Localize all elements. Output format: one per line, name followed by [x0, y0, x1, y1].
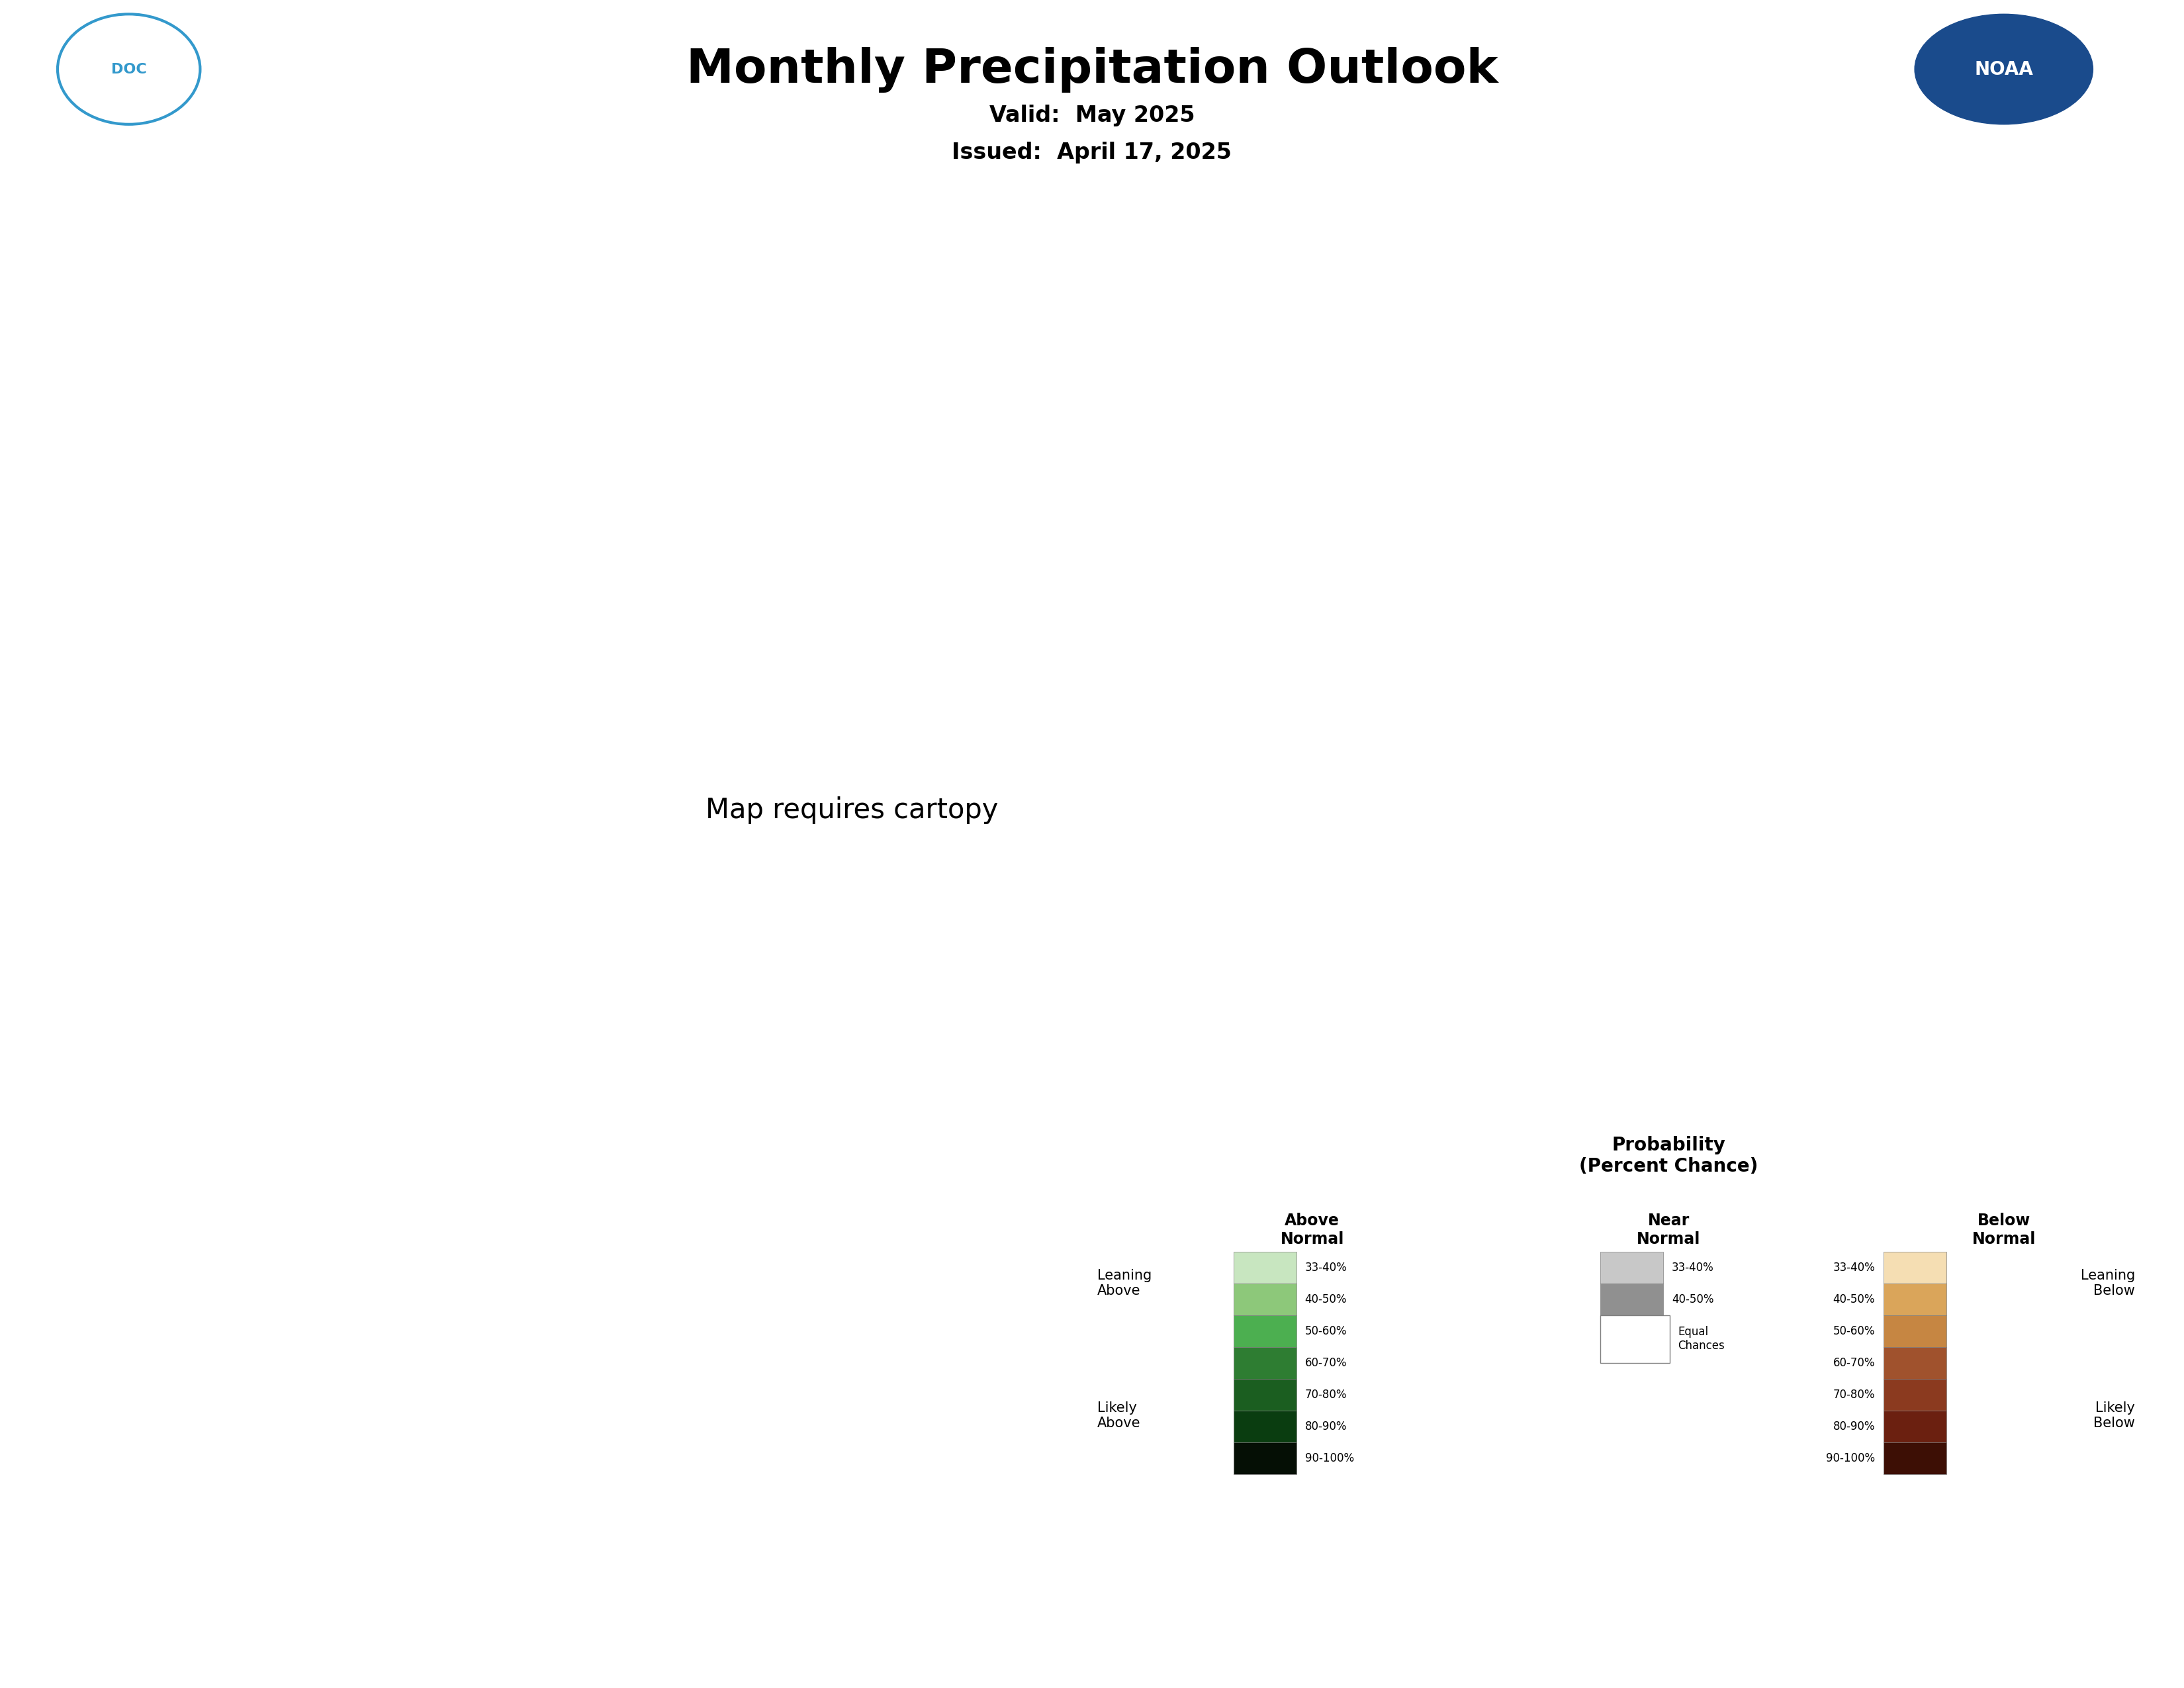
Bar	[1883, 1251, 1946, 1283]
Text: Above
Normal: Above Normal	[1280, 1214, 1343, 1247]
Bar	[1234, 1411, 1297, 1443]
Bar	[1234, 1283, 1297, 1315]
Bar	[1234, 1251, 1297, 1283]
Text: Leaning
Above: Leaning Above	[1096, 1269, 1151, 1298]
Text: NOAA: NOAA	[1974, 61, 2033, 78]
Bar	[1883, 1315, 1946, 1347]
Text: 90-100%: 90-100%	[1304, 1452, 1354, 1465]
Text: 33-40%: 33-40%	[1304, 1261, 1348, 1273]
Text: Near
Normal: Near Normal	[1636, 1214, 1701, 1247]
Text: 40-50%: 40-50%	[1671, 1293, 1714, 1305]
Text: 50-60%: 50-60%	[1832, 1325, 1876, 1337]
Bar	[1601, 1315, 1669, 1362]
Text: Valid:  May 2025: Valid: May 2025	[989, 105, 1195, 127]
Text: Probability
(Percent Chance): Probability (Percent Chance)	[1579, 1136, 1758, 1177]
Text: 33-40%: 33-40%	[1832, 1261, 1876, 1273]
Bar	[1234, 1443, 1297, 1474]
Bar	[1883, 1411, 1946, 1443]
Text: 70-80%: 70-80%	[1832, 1389, 1876, 1401]
Text: 80-90%: 80-90%	[1832, 1421, 1876, 1433]
Bar	[1234, 1379, 1297, 1411]
Text: 90-100%: 90-100%	[1826, 1452, 1876, 1465]
Text: 33-40%: 33-40%	[1671, 1261, 1714, 1273]
Text: Equal
Chances: Equal Chances	[1677, 1327, 1725, 1352]
Bar	[1883, 1347, 1946, 1379]
Text: Map requires cartopy: Map requires cartopy	[705, 797, 998, 824]
Bar	[1601, 1251, 1664, 1283]
Circle shape	[1915, 14, 2092, 125]
Text: Likely
Above: Likely Above	[1096, 1401, 1140, 1430]
Text: 60-70%: 60-70%	[1832, 1357, 1876, 1369]
Text: 70-80%: 70-80%	[1304, 1389, 1348, 1401]
Text: DOC: DOC	[111, 62, 146, 76]
Text: Leaning
Below: Leaning Below	[2081, 1269, 2136, 1298]
Text: 80-90%: 80-90%	[1304, 1421, 1348, 1433]
Bar	[1883, 1379, 1946, 1411]
Bar	[1234, 1315, 1297, 1347]
Text: Below
Normal: Below Normal	[1972, 1214, 2035, 1247]
Text: Issued:  April 17, 2025: Issued: April 17, 2025	[952, 142, 1232, 164]
Text: 50-60%: 50-60%	[1304, 1325, 1348, 1337]
Text: 60-70%: 60-70%	[1304, 1357, 1348, 1369]
Bar	[1234, 1347, 1297, 1379]
Text: 40-50%: 40-50%	[1832, 1293, 1876, 1305]
Text: Likely
Below: Likely Below	[2094, 1401, 2136, 1430]
Text: Monthly Precipitation Outlook: Monthly Precipitation Outlook	[686, 47, 1498, 93]
Bar	[1601, 1283, 1664, 1315]
Text: 40-50%: 40-50%	[1304, 1293, 1348, 1305]
Bar	[1883, 1283, 1946, 1315]
Bar	[1883, 1443, 1946, 1474]
